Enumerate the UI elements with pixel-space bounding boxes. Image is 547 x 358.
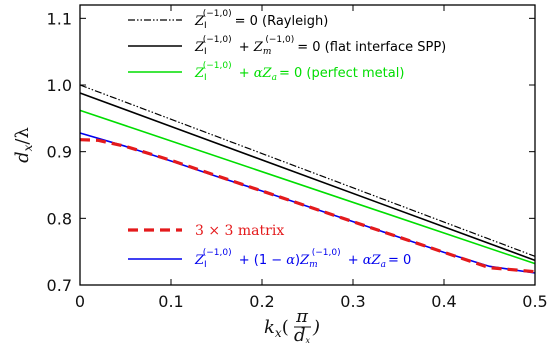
plot-frame <box>79 4 536 286</box>
y-axis-label: dx/λ <box>12 127 35 163</box>
legend-label-perfect-metal: ZI(−1,0) + αZa = 0 (perfect metal) <box>194 61 404 83</box>
legend-bottom: 3 × 3 matrix ZI(−1,0) + (1 − α)Zm(−1,0) … <box>128 223 411 270</box>
legend-label-3x3-matrix: 3 × 3 matrix <box>195 223 284 239</box>
y-tick-label: 0.7 <box>47 276 72 295</box>
svg-text:π: π <box>295 306 309 327</box>
svg-text:dx: dx <box>294 325 311 346</box>
series-line-4 <box>79 132 536 274</box>
y-tick-label: 0.8 <box>47 209 72 228</box>
series-line-2 <box>79 109 536 265</box>
legend-label-blue-model: ZI(−1,0) + (1 − α)Zm(−1,0) + αZa = 0 <box>194 248 411 270</box>
legend-label-flat-spp: ZI(−1,0) + Zm(−1,0) = 0 (flat interface S… <box>194 35 446 57</box>
svg-text:kx(: kx( <box>264 317 289 340</box>
series-layer <box>79 84 536 274</box>
legend-top: ZI(−1,0) = 0 (Rayleigh) ZI(−1,0) + Zm(−1,… <box>128 9 446 83</box>
x-tick-label: 0.2 <box>249 292 274 311</box>
x-tick-label: 0.4 <box>431 292 456 311</box>
x-tick-label: 0 <box>75 292 85 311</box>
series-line-1 <box>79 92 536 262</box>
svg-text:): ) <box>312 317 320 338</box>
x-tick-label: 0.3 <box>340 292 365 311</box>
legend-label-rayleigh: ZI(−1,0) = 0 (Rayleigh) <box>194 9 328 31</box>
x-tick-label: 0.5 <box>522 292 547 311</box>
series-line-3 <box>79 138 536 274</box>
y-tick-label: 1.0 <box>47 76 72 95</box>
y-tick-label: 0.9 <box>47 143 72 162</box>
x-tick-label: 0.1 <box>158 292 183 311</box>
tick-layer: 0 0.1 0.2 0.3 0.4 0.5 0.7 0.8 0.9 1.0 1.1 <box>47 5 547 311</box>
x-axis-label: kx( π dx ) <box>264 306 320 346</box>
y-tick-label: 1.1 <box>47 9 72 28</box>
series-line-0 <box>79 84 536 257</box>
